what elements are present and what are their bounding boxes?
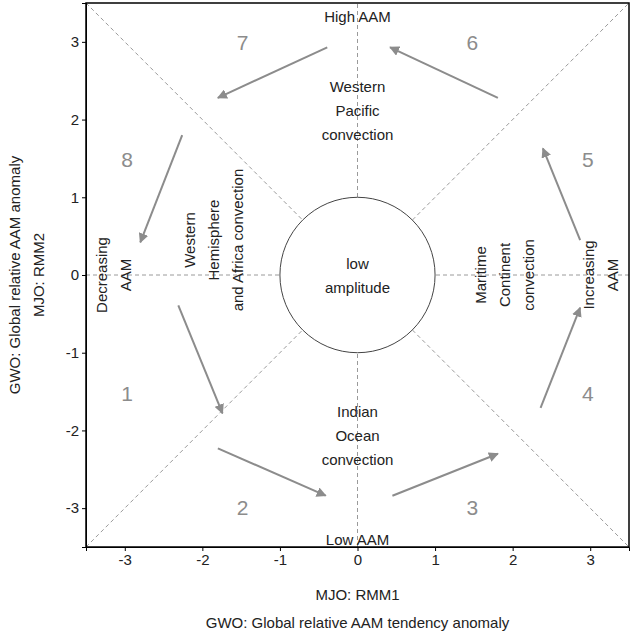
phase-number: 6: [466, 31, 478, 54]
x-axis: -3 -2 -1 0 1 2 3: [87, 547, 630, 568]
y-axis-title: MJO: RMM2: [30, 233, 47, 317]
annotation-line: Indian: [337, 403, 378, 420]
phase-arrow: [218, 448, 326, 495]
tick-label: -3: [66, 499, 79, 516]
tick: -1: [274, 547, 287, 568]
annotation: Increasing AAM: [580, 240, 621, 309]
tick: 1: [431, 547, 439, 568]
annotation: Indian Ocean convection: [322, 403, 394, 468]
x-axis-title: GWO: Global relative AAM tendency anomal…: [206, 614, 510, 631]
annotation: Decreasing AAM: [93, 237, 134, 313]
annotation-line: Pacific: [335, 102, 380, 119]
tick-label: -2: [66, 422, 79, 439]
tick-label: 0: [71, 266, 79, 283]
low-amplitude-circle: [280, 197, 435, 352]
annotation: Low AAM: [326, 531, 389, 548]
phase-arrow: [392, 454, 497, 496]
tick-label: 3: [71, 33, 79, 50]
tick: 1: [71, 189, 86, 206]
annotation-line: AAM: [117, 259, 134, 292]
axis-line: [82, 4, 87, 548]
phase-number: 4: [582, 382, 594, 405]
tick-mark: [82, 120, 86, 121]
tick: 3: [587, 547, 595, 568]
annotation-line: Increasing: [580, 240, 597, 309]
tick-mark: [82, 508, 86, 509]
phase-arrow: [178, 305, 222, 413]
annotation-line: Decreasing: [93, 237, 110, 313]
tick-label: -1: [66, 344, 79, 361]
phase-number: 3: [466, 496, 478, 519]
annotation: Western Pacific convection: [322, 78, 394, 143]
plot-area: [86, 3, 629, 547]
tick-label: -2: [196, 551, 209, 568]
phase-arrow: [218, 47, 327, 98]
tick-mark: [82, 353, 86, 354]
annotation: Western Hemisphere and Africa convection: [181, 169, 246, 312]
tick: -3: [66, 499, 86, 516]
phase-number: 8: [121, 148, 133, 171]
annotation-line: convection: [520, 239, 537, 311]
tick-label: -1: [274, 551, 287, 568]
phase-number: 1: [121, 382, 133, 405]
tick-label: 0: [354, 551, 362, 568]
tick: 0: [354, 547, 362, 568]
phase-arrow: [390, 47, 498, 98]
annotation: Maritime Continent convection: [472, 239, 537, 311]
annotation-line: Hemisphere: [205, 200, 222, 281]
guide-line: [86, 3, 629, 547]
phase-number: 5: [582, 148, 594, 171]
tick-mark: [82, 275, 86, 276]
tick-mark: [82, 42, 86, 43]
tick: 3: [71, 33, 86, 50]
phase-arrow: [140, 135, 182, 242]
tick-label: 2: [71, 111, 79, 128]
annotation-line: AAM: [604, 259, 621, 292]
tick: 2: [71, 111, 86, 128]
annotation-line: and Africa convection: [229, 169, 246, 312]
tick-label: 3: [587, 551, 595, 568]
annotation: High AAM: [324, 8, 391, 25]
tick: -3: [119, 547, 132, 568]
phase-number: 7: [237, 31, 249, 54]
phase-arrow: [543, 148, 580, 240]
annotation-line: Ocean: [335, 427, 379, 444]
phase-arrow: [541, 308, 581, 408]
phase-number: 2: [237, 496, 249, 519]
tick: -2: [66, 422, 86, 439]
annotation-line: Western: [181, 212, 198, 268]
annotation-line: Western: [330, 78, 386, 95]
tick-mark: [82, 430, 86, 431]
y-axis: -3 -2 -1 0 1 2 3: [66, 4, 87, 548]
guide-line: [86, 3, 629, 547]
y-axis-title: GWO: Global relative AAM anomaly: [6, 155, 23, 394]
center-label: low: [346, 255, 369, 272]
annotation-line: Low AAM: [326, 531, 389, 548]
center-label: amplitude: [325, 279, 390, 296]
tick-label: 2: [509, 551, 517, 568]
diagram: -3 -2 -1 0 1 2 3 -3 -2 -1 0 1 2 3 MJO: RMM1 GWO: Global…: [0, 0, 636, 640]
tick-label: -3: [119, 551, 132, 568]
tick-mark: [82, 197, 86, 198]
tick-label: 1: [431, 551, 439, 568]
x-axis-title: MJO: RMM1: [315, 586, 399, 603]
annotation-line: convection: [322, 451, 394, 468]
tick: -2: [196, 547, 209, 568]
annotation-line: Continent: [496, 242, 513, 307]
annotation-line: High AAM: [324, 8, 391, 25]
annotation-line: convection: [322, 126, 394, 143]
plot-frame: [86, 3, 629, 547]
tick: 2: [509, 547, 517, 568]
tick: 0: [71, 266, 86, 283]
annotation-line: Maritime: [472, 246, 489, 304]
tick-label: 1: [71, 189, 79, 206]
tick: -1: [66, 344, 86, 361]
